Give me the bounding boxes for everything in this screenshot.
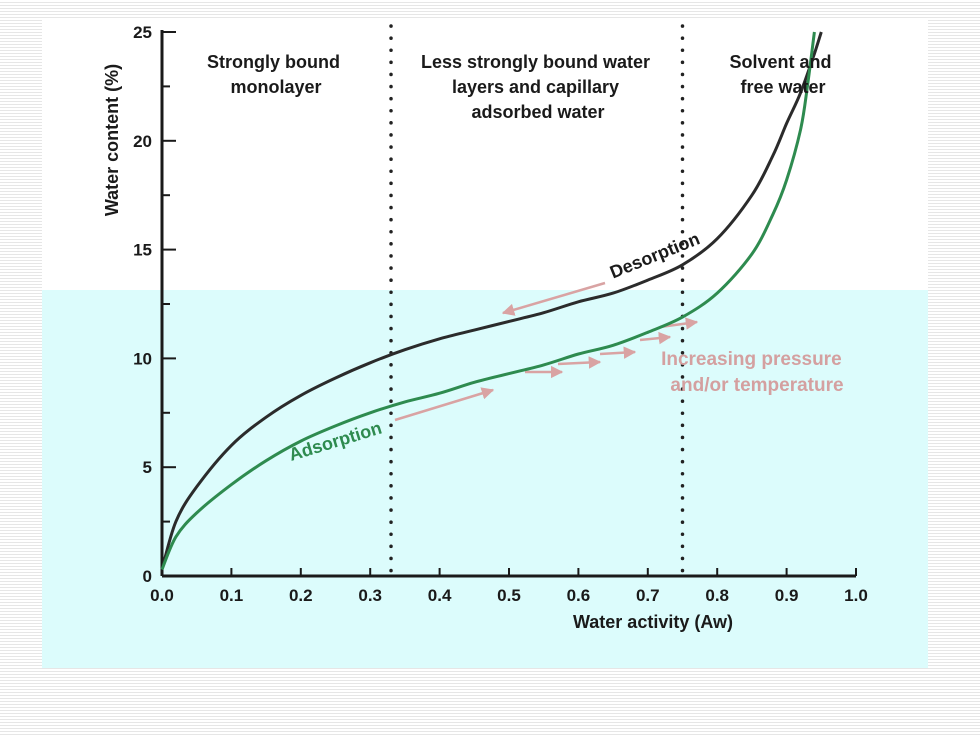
x-tick-label: 0.8 [705, 586, 729, 605]
x-tick-label: 0.9 [775, 586, 799, 605]
region-label-monolayer: Strongly bound monolayer [207, 52, 345, 97]
region-label-line: free water [740, 77, 825, 97]
y-tick-label: 20 [133, 132, 152, 151]
x-tick-label: 0.7 [636, 586, 660, 605]
y-tick-label: 0 [143, 567, 152, 586]
region-label-line: Solvent and [729, 52, 831, 72]
region-boundaries [389, 24, 685, 578]
y-axis-title: Water content (%) [102, 64, 122, 216]
region-label-line: Strongly bound [207, 52, 340, 72]
x-tick-label: 0.3 [358, 586, 382, 605]
y-tick-label: 15 [133, 241, 152, 260]
x-tick-label: 0.6 [567, 586, 591, 605]
x-tick-label: 0.0 [150, 586, 174, 605]
region-label-free-water: Solvent and free water [729, 52, 836, 97]
shift-arrow [599, 346, 637, 359]
region-label-line: adsorbed water [471, 102, 604, 122]
shift-arrow [394, 387, 495, 422]
x-tick-label: 0.2 [289, 586, 313, 605]
note-line: and/or temperature [670, 375, 843, 396]
y-tick-label: 10 [133, 349, 152, 368]
y-axis-ticks: 0 5 10 15 20 25 [133, 23, 176, 586]
x-tick-label: 0.5 [497, 586, 521, 605]
shift-arrow [501, 281, 606, 316]
x-axis-title: Water activity (Aw) [573, 612, 733, 632]
series-curves [160, 31, 823, 571]
desorption-label: Desorption [607, 228, 703, 282]
note-line: Increasing pressure [661, 349, 842, 370]
shift-arrow [557, 356, 602, 369]
region-label-line: layers and capillary [452, 77, 619, 97]
x-tick-label: 0.4 [428, 586, 452, 605]
y-tick-label: 25 [133, 23, 152, 42]
region-label-line: monolayer [230, 77, 321, 97]
x-axis-ticks: 0.0 0.1 0.2 0.3 0.4 0.5 0.6 0.7 0.8 0.9 1.0 [150, 568, 868, 605]
region-label-multilayer: Less strongly bound water layers and cap… [421, 52, 655, 122]
region-label-line: Less strongly bound water [421, 52, 650, 72]
y-tick-label: 5 [143, 458, 152, 477]
pressure-temperature-note: Increasing pressure and/or temperature [661, 349, 847, 396]
x-tick-label: 1.0 [844, 586, 868, 605]
slide-band [42, 290, 928, 668]
x-tick-label: 0.1 [220, 586, 244, 605]
shift-arrow [639, 331, 672, 345]
adsorption-curve [160, 31, 816, 571]
desorption-curve [160, 31, 823, 570]
shift-arrows [394, 281, 699, 422]
